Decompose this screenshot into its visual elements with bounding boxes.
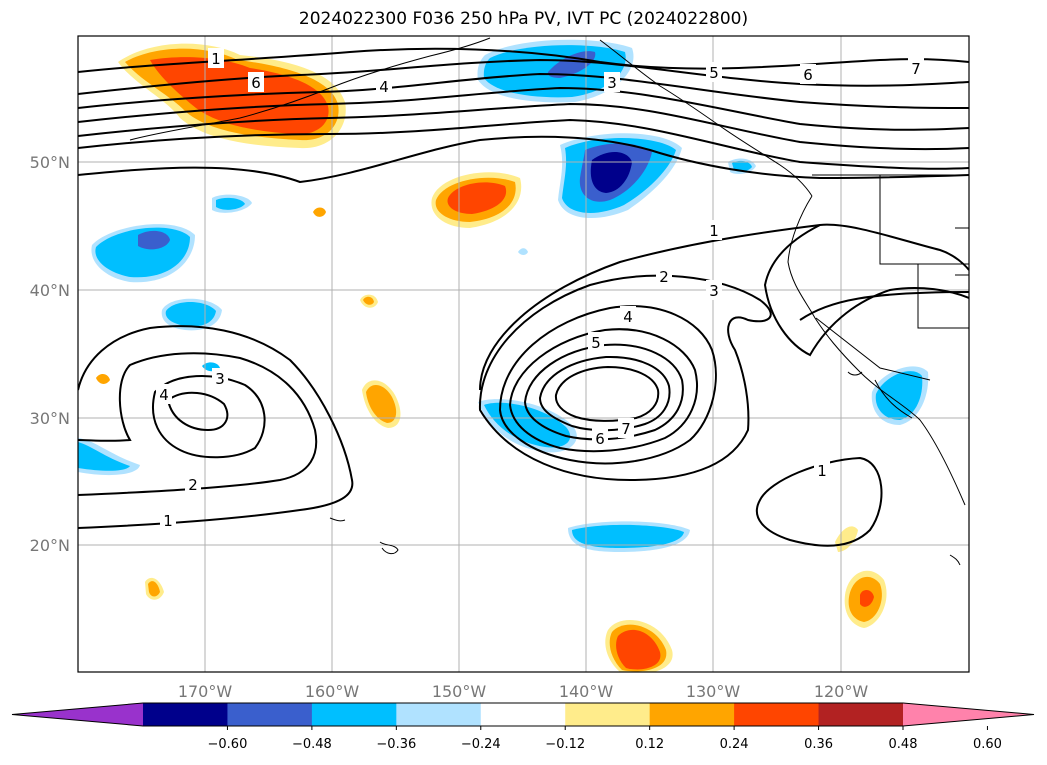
contour-label: 2 <box>188 476 198 494</box>
contour-label: 3 <box>709 282 719 300</box>
contour-label: 5 <box>591 334 601 352</box>
colorbar-tick-label: 0.60 <box>973 737 1002 752</box>
latitude-labels: 50°N 40°N 30°N 20°N <box>30 153 70 555</box>
pv-negative-region <box>165 302 216 327</box>
pv-negative-region <box>138 230 170 250</box>
pv-negative-region <box>572 524 684 548</box>
lon-label: 130°W <box>686 682 741 701</box>
pv-positive-region <box>148 581 160 597</box>
map-frame <box>77 35 970 673</box>
colorbar-segment <box>143 703 228 726</box>
lat-label: 40°N <box>30 281 70 300</box>
contour-label: 4 <box>623 308 633 326</box>
contour-label: 2 <box>659 268 669 286</box>
colorbar-tick-label: −0.48 <box>292 737 332 752</box>
pv-negative-region <box>484 402 571 448</box>
contour-labels: 1 6 4 3 5 6 7 1 2 3 4 5 7 6 3 4 2 1 1 <box>159 50 921 530</box>
pv-positive-region <box>366 384 397 423</box>
colorbar-tick-label: 0.12 <box>635 737 664 752</box>
pv-positive-region <box>860 589 874 607</box>
colorbar-segment <box>734 703 820 726</box>
contour-label: 7 <box>911 60 921 78</box>
colorbar-outline <box>11 702 1035 727</box>
colorbar-segment <box>227 703 313 726</box>
lon-label: 160°W <box>305 682 360 701</box>
contour-label: 6 <box>251 74 261 92</box>
contour-label: 6 <box>803 66 813 84</box>
contour-label: 6 <box>595 430 605 448</box>
colorbar-tick-label: −0.12 <box>545 737 585 752</box>
colorbar-segment <box>480 703 566 726</box>
longitude-labels: 170°W 160°W 150°W 140°W 130°W 120°W <box>178 682 869 701</box>
colorbar-segment <box>818 703 904 726</box>
contour-label: 1 <box>817 462 827 480</box>
contour-label: 1 <box>709 222 719 240</box>
colorbar: −0.60 −0.48 −0.36 −0.24 −0.12 0.12 0.24 0.36 0.4… <box>11 702 1035 752</box>
contour-label: 4 <box>159 386 169 404</box>
colorbar-tick-label: −0.60 <box>208 737 248 752</box>
contour-label: 3 <box>215 370 225 388</box>
contour-label: 3 <box>607 74 617 92</box>
colorbar-tick-label: 0.36 <box>804 737 833 752</box>
colorbar-extend-high <box>903 703 1034 726</box>
colorbar-extend-low <box>12 703 143 726</box>
lat-label: 30°N <box>30 409 70 428</box>
map-title: 2024022300 F036 250 hPa PV, IVT PC (2024… <box>298 9 749 29</box>
pv-negative-region <box>518 248 528 255</box>
pv-negative-region <box>78 442 130 471</box>
lon-label: 150°W <box>432 682 487 701</box>
colorbar-segment <box>649 703 735 726</box>
lat-label: 50°N <box>30 153 70 172</box>
pv-positive-region <box>313 207 326 217</box>
pv-positive-region <box>616 629 661 670</box>
lon-label: 140°W <box>559 682 614 701</box>
contour-label-masks <box>156 48 924 530</box>
pv-positive-region <box>363 296 374 305</box>
pv-negative-region <box>547 51 596 78</box>
colorbar-tick-label: −0.24 <box>461 737 501 752</box>
contour-label: 1 <box>211 50 221 68</box>
colorbar-tick-label: −0.36 <box>376 737 416 752</box>
pv-positive-region <box>447 182 507 214</box>
contour-label: 1 <box>163 512 173 530</box>
colorbar-segment <box>565 703 651 726</box>
lon-label: 120°W <box>814 682 869 701</box>
contour-label: 7 <box>621 420 631 438</box>
contour-label: 5 <box>709 64 719 82</box>
lon-label: 170°W <box>178 682 233 701</box>
contour-label: 4 <box>379 78 389 96</box>
pv-negative-region <box>216 197 245 210</box>
colorbar-segment <box>311 703 397 726</box>
colorbar-segment <box>396 703 482 726</box>
colorbar-tick-label: 0.24 <box>720 737 749 752</box>
pv-negative-region <box>732 160 752 172</box>
pv-anomaly-fills <box>78 39 929 672</box>
pv-positive-region <box>96 374 110 384</box>
pv-negative-region <box>875 371 923 420</box>
lat-label: 20°N <box>30 536 70 555</box>
colorbar-tick-label: 0.48 <box>889 737 918 752</box>
